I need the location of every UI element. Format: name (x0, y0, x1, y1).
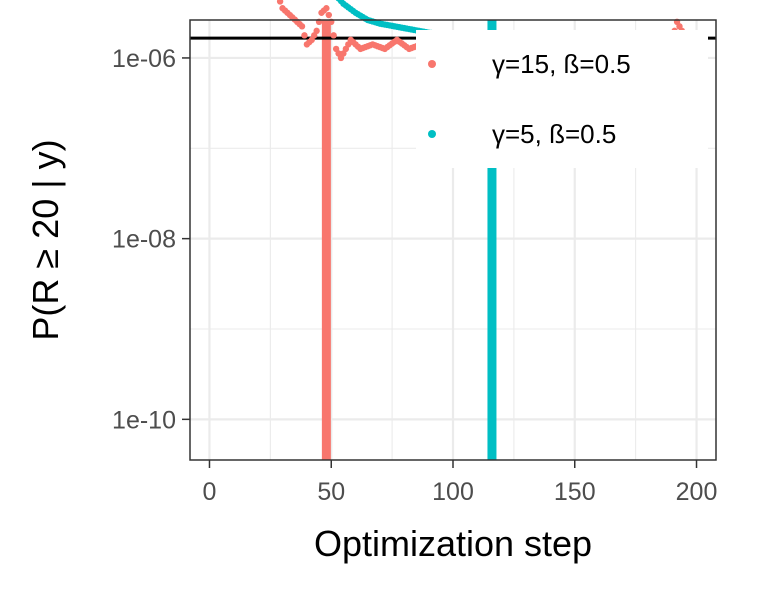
series-0-point (323, 5, 330, 12)
series-0-point (330, 32, 337, 39)
legend-label-0: γ=15, ß=0.5 (492, 49, 631, 79)
series-0-point (276, 0, 284, 5)
y-tick-label: 1e-08 (112, 226, 176, 254)
legend-key-1 (428, 130, 436, 138)
x-axis-title: Optimization step (314, 523, 592, 564)
y-tick-label: 1e-10 (112, 406, 176, 434)
series-0-point (325, 11, 333, 19)
x-tick-label: 50 (317, 478, 345, 506)
legend-background (416, 30, 708, 168)
legend: γ=15, ß=0.5 γ=5, ß=0.5 (416, 30, 708, 168)
x-tick-label: 150 (554, 478, 596, 506)
x-axis-ticks: 0 50 100 150 200 (203, 460, 718, 506)
y-axis-title: P(R ≥ 20 | y) (25, 139, 66, 340)
x-tick-label: 0 (203, 478, 217, 506)
legend-key-0 (428, 60, 436, 68)
y-tick-label: 1e-06 (112, 45, 176, 73)
x-tick-label: 100 (432, 478, 474, 506)
series-0-point (298, 23, 306, 30)
series-0-point (301, 32, 308, 39)
x-tick-label: 200 (676, 478, 718, 506)
series-0-point (313, 27, 320, 35)
legend-label-1: γ=5, ß=0.5 (492, 119, 616, 149)
